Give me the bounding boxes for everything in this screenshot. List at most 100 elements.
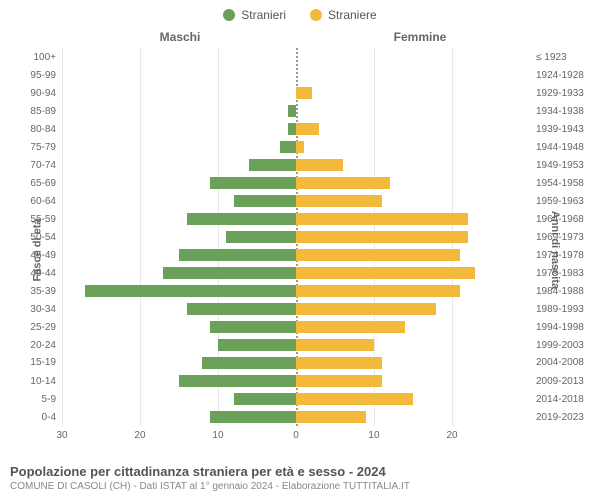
bar-male-wrap: [62, 51, 296, 64]
bar-male: [210, 411, 296, 424]
col-header-male: Maschi: [0, 30, 300, 44]
bar-male: [226, 231, 296, 244]
bar-female-wrap: [296, 123, 530, 136]
col-header-female: Femmine: [300, 30, 600, 44]
bar-female-wrap: [296, 267, 530, 280]
x-tick: 10: [212, 430, 223, 441]
bar-female-wrap: [296, 87, 530, 100]
pyramid-row: 0-42019-2023: [62, 408, 530, 426]
x-tick: 10: [368, 430, 379, 441]
footer-subtitle: COMUNE DI CASOLI (CH) - Dati ISTAT al 1°…: [10, 481, 590, 492]
pyramid-row: 30-341989-1993: [62, 300, 530, 318]
bar-male: [288, 105, 296, 118]
x-tick: 20: [446, 430, 457, 441]
bar-female: [296, 87, 312, 100]
age-tick: 5-9: [6, 394, 62, 405]
age-tick: 10-14: [6, 376, 62, 387]
bar-female-wrap: [296, 321, 530, 334]
age-tick: 100+: [6, 52, 62, 63]
year-tick: 1959-1963: [530, 196, 594, 207]
pyramid-row: 5-92014-2018: [62, 390, 530, 408]
bar-male-wrap: [62, 339, 296, 352]
chart-area: 100+≤ 192395-991924-192890-941929-193385…: [62, 48, 530, 426]
year-tick: 2004-2008: [530, 357, 594, 368]
age-tick: 80-84: [6, 124, 62, 135]
bar-male: [187, 213, 296, 226]
bar-female-wrap: [296, 411, 530, 424]
year-tick: 1964-1968: [530, 214, 594, 225]
bar-female: [296, 267, 475, 280]
year-tick: 1939-1943: [530, 124, 594, 135]
bar-male-wrap: [62, 285, 296, 298]
pyramid-row: 50-541969-1973: [62, 228, 530, 246]
bar-female-wrap: [296, 285, 530, 298]
x-tick: 30: [56, 430, 67, 441]
bar-female: [296, 285, 460, 298]
age-tick: 85-89: [6, 106, 62, 117]
year-tick: 2009-2013: [530, 376, 594, 387]
bar-male-wrap: [62, 159, 296, 172]
legend-swatch-male: [223, 9, 235, 21]
pyramid-row: 65-691954-1958: [62, 174, 530, 192]
x-tick: 20: [134, 430, 145, 441]
x-tick: 0: [293, 430, 299, 441]
bar-male-wrap: [62, 195, 296, 208]
bar-female-wrap: [296, 141, 530, 154]
bar-male: [234, 195, 296, 208]
year-tick: 1999-2003: [530, 340, 594, 351]
year-tick: 1954-1958: [530, 178, 594, 189]
bar-male-wrap: [62, 177, 296, 190]
age-tick: 90-94: [6, 88, 62, 99]
bar-female-wrap: [296, 159, 530, 172]
pyramid-row: 25-291994-1998: [62, 318, 530, 336]
pyramid-row: 55-591964-1968: [62, 210, 530, 228]
age-tick: 25-29: [6, 322, 62, 333]
year-tick: 1984-1988: [530, 286, 594, 297]
bar-male-wrap: [62, 411, 296, 424]
bar-male-wrap: [62, 393, 296, 406]
bar-female-wrap: [296, 231, 530, 244]
bar-male: [179, 249, 296, 262]
age-tick: 75-79: [6, 142, 62, 153]
age-tick: 60-64: [6, 196, 62, 207]
column-headers: Maschi Femmine: [0, 30, 600, 44]
bar-female-wrap: [296, 339, 530, 352]
bar-male: [210, 321, 296, 334]
bar-male-wrap: [62, 213, 296, 226]
bar-female: [296, 177, 390, 190]
bar-female: [296, 159, 343, 172]
age-tick: 40-44: [6, 268, 62, 279]
pyramid-row: 10-142009-2013: [62, 372, 530, 390]
bar-female: [296, 411, 366, 424]
bar-male: [179, 375, 296, 388]
x-axis-ticks: 30201001020: [62, 430, 530, 444]
bar-female-wrap: [296, 105, 530, 118]
bar-female: [296, 321, 405, 334]
year-tick: 1949-1953: [530, 160, 594, 171]
age-tick: 45-49: [6, 250, 62, 261]
bar-female: [296, 213, 468, 226]
bar-male-wrap: [62, 375, 296, 388]
pyramid-row: 70-741949-1953: [62, 156, 530, 174]
pyramid-row: 15-192004-2008: [62, 354, 530, 372]
pyramid-row: 40-441979-1983: [62, 264, 530, 282]
bar-male-wrap: [62, 357, 296, 370]
bar-female-wrap: [296, 357, 530, 370]
pyramid-row: 85-891934-1938: [62, 102, 530, 120]
bar-female: [296, 141, 304, 154]
pyramid-row: 35-391984-1988: [62, 282, 530, 300]
pyramid-row: 90-941929-1933: [62, 84, 530, 102]
legend-item-female: Straniere: [310, 8, 377, 22]
age-tick: 95-99: [6, 70, 62, 81]
bar-male: [202, 357, 296, 370]
bar-female-wrap: [296, 303, 530, 316]
bar-male: [249, 159, 296, 172]
bar-female-wrap: [296, 375, 530, 388]
bar-male: [85, 285, 296, 298]
pyramid-row: 95-991924-1928: [62, 66, 530, 84]
bar-female-wrap: [296, 51, 530, 64]
legend-swatch-female: [310, 9, 322, 21]
bar-female-wrap: [296, 195, 530, 208]
year-tick: 1924-1928: [530, 70, 594, 81]
pyramid-row: 45-491974-1978: [62, 246, 530, 264]
